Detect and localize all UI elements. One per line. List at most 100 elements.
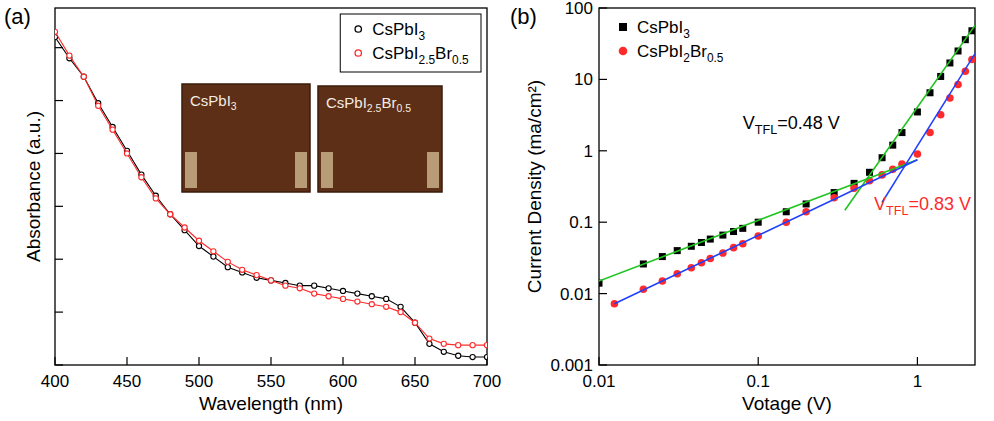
- text-run: 0.5: [396, 102, 411, 114]
- data-point: [470, 343, 475, 348]
- y-tick: [55, 100, 63, 101]
- y-tick: [599, 364, 607, 365]
- x-tick: [917, 357, 918, 365]
- fit-line: [845, 25, 975, 210]
- y-tick: [599, 222, 607, 223]
- data-point: [355, 299, 360, 304]
- y-tick-label: 100: [565, 0, 593, 18]
- x-tick-label: 650: [401, 372, 429, 391]
- y-axis-title: Absorbance (a.u.): [23, 111, 44, 262]
- data-point: [427, 336, 432, 341]
- data-point: [398, 304, 403, 309]
- data-point: [427, 341, 432, 346]
- y-tick-label: 0.1: [569, 213, 593, 232]
- y-tick: [599, 293, 607, 294]
- y-tick-label: 1: [584, 142, 593, 161]
- data-point: [225, 259, 230, 264]
- data-point: [268, 278, 273, 283]
- x-tick-label: 450: [113, 372, 141, 391]
- plot-frame: [599, 8, 975, 365]
- text-run: CsPbI: [190, 92, 231, 109]
- data-point: [456, 343, 461, 348]
- x-tick: [342, 357, 343, 365]
- inset-label: CsPbI2.5Br0.5: [326, 94, 411, 114]
- plot-frame: [55, 8, 487, 365]
- legend-marker: [355, 50, 361, 56]
- text-run: TFL: [755, 123, 777, 137]
- panel-label: (a): [4, 4, 31, 29]
- x-tick: [414, 357, 415, 365]
- text-run: Wavelength (nm): [199, 393, 343, 414]
- x-tick: [54, 357, 55, 365]
- data-point: [384, 304, 389, 309]
- text-run: CsPbI: [637, 18, 683, 37]
- film-sample: [182, 84, 310, 192]
- data-point: [196, 243, 201, 248]
- film-edge: [427, 152, 439, 188]
- data-point: [182, 225, 187, 230]
- x-axis-title: Wavelength (nm): [199, 393, 343, 414]
- legend: CsPbI3CsPbI2Br0.5: [619, 18, 724, 65]
- data-point: [240, 267, 245, 272]
- x-tick: [758, 357, 759, 365]
- plot-data: [55, 29, 487, 359]
- data-point: [340, 296, 345, 301]
- y-axis-title: Current Density (ma/cm²): [524, 80, 545, 293]
- y-tick: [55, 206, 63, 207]
- x-tick-label: 550: [257, 372, 285, 391]
- text-run: Absorbance (a.u.): [23, 111, 44, 262]
- data-point: [168, 212, 173, 217]
- legend-marker: [355, 26, 361, 32]
- fit-line: [614, 160, 917, 304]
- data-point: [55, 29, 58, 34]
- y-tick: [55, 259, 63, 260]
- text-run: 3: [419, 29, 426, 43]
- data-line: [55, 32, 487, 345]
- data-point: [196, 238, 201, 243]
- plot-data: [599, 25, 975, 307]
- text-run: Votage (V): [742, 393, 832, 414]
- text-run: 0.5: [452, 53, 469, 67]
- data-point: [268, 278, 273, 283]
- text-run: TFL: [886, 204, 908, 218]
- y-tick-label: 0.01: [560, 285, 593, 304]
- text-run: =0.48 V: [777, 113, 840, 133]
- text-run: Br: [381, 94, 396, 111]
- data-point: [211, 249, 216, 254]
- panel-label: (b): [510, 4, 537, 29]
- data-point: [326, 294, 331, 299]
- data-point: [110, 127, 115, 132]
- text-run: 3: [683, 27, 690, 41]
- annotation: VTFL=0.83 V: [874, 194, 971, 218]
- y-tick: [55, 153, 63, 154]
- text-run: CsPbI: [326, 94, 367, 111]
- annotation: VTFL=0.48 V: [743, 113, 840, 137]
- data-line: [55, 37, 487, 357]
- fit-line: [599, 160, 917, 281]
- film-edge: [295, 152, 307, 188]
- figure: 400450500550600650700Wavelength (nm)Abso…: [0, 0, 994, 421]
- text-run: Current Density (ma/cm²): [524, 80, 545, 293]
- inset-photo: CsPbI3CsPbI2.5Br0.5: [182, 84, 442, 192]
- data-point: [398, 310, 403, 315]
- x-tick-label: 1: [913, 372, 922, 391]
- data-point: [441, 349, 446, 354]
- data-point: [384, 296, 389, 301]
- data-point: [312, 291, 317, 296]
- data-point: [412, 320, 417, 325]
- x-tick: [198, 357, 199, 365]
- text-run: CsPbI: [372, 44, 418, 63]
- film-sample: [318, 86, 442, 192]
- data-point: [168, 212, 173, 217]
- data-point: [211, 254, 216, 259]
- x-axis-title: Votage (V): [742, 393, 832, 414]
- text-run: V: [874, 194, 886, 214]
- data-point: [124, 151, 129, 156]
- data-point: [96, 103, 101, 108]
- text-run: Br: [690, 42, 707, 61]
- data-point: [484, 354, 487, 359]
- film-edge: [321, 152, 333, 188]
- text-run: V: [743, 113, 755, 133]
- data-point: [326, 286, 331, 291]
- data-point: [225, 265, 230, 270]
